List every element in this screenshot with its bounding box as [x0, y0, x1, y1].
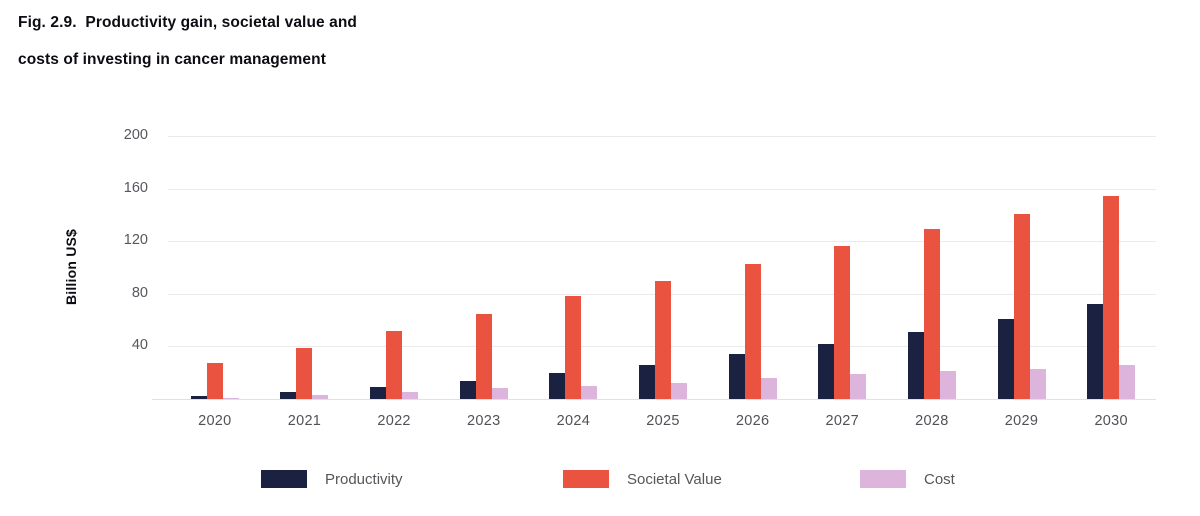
bar-societal-value-2026: [744, 263, 761, 399]
x-tick-label: 2026: [735, 413, 770, 429]
bar-productivity-2026: [728, 354, 745, 399]
bar-societal-value-2030: [1103, 196, 1120, 399]
x-axis-line: [152, 399, 1156, 400]
legend-label: Productivity: [325, 470, 403, 488]
gridline: [168, 188, 1156, 190]
y-tick-label: 120: [123, 232, 148, 249]
legend-swatch-productivity: [261, 470, 307, 488]
legend-item-cost: Cost: [860, 470, 955, 488]
bar-societal-value-2028: [923, 229, 940, 399]
x-tick-label: 2020: [198, 413, 232, 429]
x-tick-label: 2027: [825, 413, 859, 429]
bar-productivity-2028: [907, 331, 924, 399]
legend-label: Societal Value: [627, 470, 722, 488]
x-tick-label: 2029: [1004, 413, 1039, 429]
x-tick-label: 2025: [646, 413, 680, 429]
legend-item-societal-value: Societal Value: [563, 470, 722, 488]
bar-cost-2027: [850, 374, 867, 399]
bar-cost-2030: [1119, 364, 1136, 399]
bar-productivity-2023: [459, 380, 476, 399]
legend-swatch-societal-value: [563, 470, 609, 488]
x-tick-label: 2028: [915, 413, 949, 429]
gridline: [168, 241, 1156, 243]
bar-productivity-2021: [280, 392, 297, 399]
bar-cost-2020: [222, 398, 239, 399]
bar-cost-2021: [312, 395, 329, 399]
bar-productivity-2025: [639, 364, 655, 399]
x-tick-label: 2023: [466, 413, 501, 429]
y-tick-label: 160: [123, 179, 148, 196]
bar-societal-value-2021: [296, 347, 313, 399]
x-tick-label: 2022: [377, 413, 411, 429]
bar-productivity-2030: [1087, 304, 1104, 399]
y-tick-label: 200: [123, 127, 148, 143]
y-tick-label: 40: [131, 337, 148, 354]
bar-cost-2022: [402, 392, 419, 399]
y-axis-title: Billion US$: [63, 228, 79, 306]
bar-productivity-2020: [190, 396, 207, 399]
bar-cost-2024: [581, 385, 598, 399]
x-tick-label: 2021: [287, 413, 322, 429]
figure-title-line1: Fig. 2.9. Productivity gain, societal va…: [18, 14, 358, 31]
bar-societal-value-2024: [565, 296, 582, 399]
y-tick-label: 80: [131, 284, 148, 301]
legend-item-productivity: Productivity: [261, 470, 403, 488]
bar-productivity-2029: [997, 318, 1014, 399]
bar-productivity-2022: [370, 387, 387, 399]
bar-cost-2028: [939, 371, 956, 399]
bar-societal-value-2025: [655, 280, 671, 399]
figure-title: Fig. 2.9. Productivity gain, societal va…: [18, 14, 357, 88]
legend-swatch-cost: [860, 470, 906, 488]
bar-productivity-2027: [818, 343, 835, 399]
bar-societal-value-2020: [206, 363, 223, 399]
bar-cost-2029: [1029, 368, 1046, 399]
bar-cost-2026: [760, 377, 777, 399]
bar-productivity-2024: [549, 372, 566, 399]
bar-societal-value-2029: [1013, 213, 1030, 399]
x-tick-label: 2030: [1094, 413, 1128, 429]
bar-societal-value-2023: [475, 313, 492, 399]
bar-cost-2023: [491, 388, 508, 399]
x-tick-label: 2024: [556, 413, 591, 429]
bar-societal-value-2022: [386, 330, 403, 399]
gridline: [168, 136, 1156, 137]
figure-title-line2: costs of investing in cancer management: [18, 51, 326, 68]
bar-cost-2025: [671, 383, 687, 399]
legend-label: Cost: [924, 470, 955, 488]
bar-societal-value-2027: [834, 246, 851, 399]
